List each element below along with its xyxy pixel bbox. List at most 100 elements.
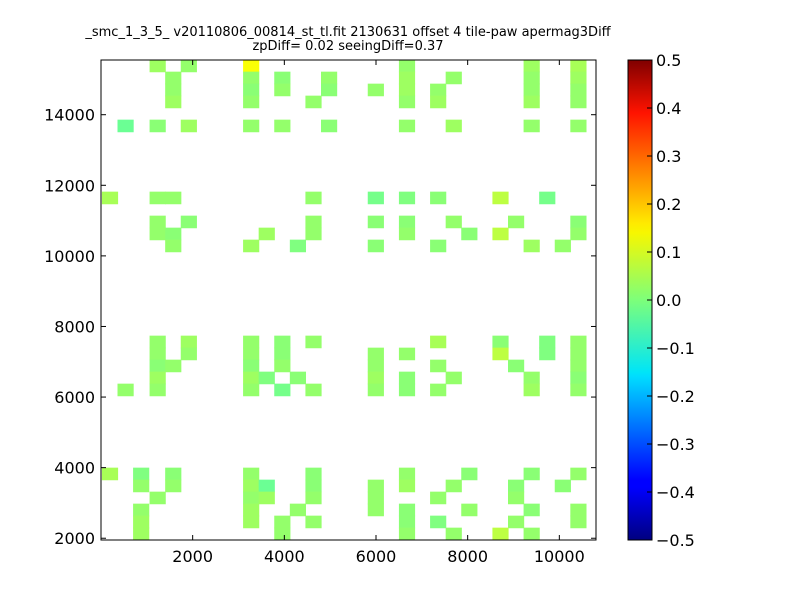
heatmap-cell	[398, 60, 416, 73]
heatmap-cell	[305, 515, 322, 529]
heatmap-cell	[398, 215, 416, 229]
heatmap-cell	[508, 479, 525, 493]
x-tick-label: 8000	[447, 547, 488, 566]
y-tick-label: 4000	[54, 459, 95, 478]
heatmap-cell	[258, 371, 275, 385]
heatmap-cell	[445, 215, 462, 229]
heatmap-cell	[523, 119, 540, 133]
heatmap-cell	[570, 347, 587, 361]
heatmap-cell	[243, 479, 260, 493]
colorbar-tick-label: −0.4	[656, 483, 695, 502]
heatmap-cell	[430, 515, 447, 529]
plot-frame	[100, 59, 597, 541]
heatmap-cell	[523, 71, 540, 85]
heatmap-cell	[149, 335, 166, 349]
heatmap-cell	[165, 227, 182, 241]
heatmap-cell	[305, 191, 322, 205]
heatmap-cell	[430, 359, 447, 373]
heatmap-cell	[398, 95, 416, 109]
heatmap-cell	[461, 227, 478, 241]
heatmap-cell	[539, 191, 556, 205]
colorbar-tick-label: 0.3	[656, 147, 681, 166]
heatmap-cell	[165, 479, 182, 493]
heatmap-cell	[492, 347, 509, 361]
colorbar-tick-label: −0.5	[656, 531, 695, 550]
heatmap-cell	[321, 83, 338, 97]
chart-title-line-1: _smc_1_3_5_ v20110806_00814_st_tl.fit 21…	[85, 25, 611, 40]
heatmap-cell	[445, 119, 462, 133]
heatmap-cell	[149, 119, 166, 133]
heatmap-cell	[305, 335, 322, 349]
heatmap-cell	[539, 335, 556, 349]
heatmap-cell	[523, 467, 540, 481]
heatmap-cell	[492, 527, 509, 540]
x-tick-label: 10000	[534, 547, 585, 566]
heatmap-cell	[274, 119, 291, 133]
chart-title: _smc_1_3_5_ v20110806_00814_st_tl.fit 21…	[0, 26, 696, 54]
heatmap-cell	[274, 71, 291, 85]
heatmap-cell	[398, 467, 416, 481]
heatmap-cells	[101, 60, 587, 540]
heatmap-cell	[305, 95, 322, 109]
heatmap-cell	[243, 347, 260, 361]
heatmap-cell	[523, 527, 540, 540]
heatmap-cell	[570, 83, 587, 97]
heatmap-cell	[523, 239, 540, 253]
heatmap-cell	[570, 95, 587, 109]
heatmap-cell	[149, 347, 166, 361]
colorbar-tick-label: 0.4	[656, 99, 681, 118]
heatmap-cell	[243, 359, 260, 373]
heatmap-cell	[367, 239, 384, 253]
heatmap-cell	[243, 335, 260, 349]
heatmap-cell	[243, 60, 260, 73]
heatmap-cell	[258, 491, 275, 505]
heatmap-cell	[367, 479, 384, 493]
heatmap-cell	[305, 491, 322, 505]
heatmap-cell	[398, 347, 416, 361]
heatmap-cell	[508, 359, 525, 373]
heatmap-cell	[305, 215, 322, 229]
heatmap-cell	[165, 359, 182, 373]
colorbar-tick-label: −0.2	[656, 387, 695, 406]
x-tick-label: 4000	[264, 547, 305, 566]
heatmap-cell	[165, 191, 182, 205]
heatmap-cell	[305, 467, 322, 481]
heatmap-cell	[101, 467, 119, 481]
heatmap-cell	[274, 335, 291, 349]
heatmap-cell	[570, 335, 587, 349]
heatmap-cell	[243, 83, 260, 97]
heatmap-cell	[243, 467, 260, 481]
heatmap-cell	[321, 119, 338, 133]
heatmap-cell	[570, 503, 587, 517]
heatmap-cell	[398, 83, 416, 97]
heatmap-cell	[492, 191, 509, 205]
heatmap-cell	[398, 527, 416, 540]
heatmap-cell	[289, 503, 307, 517]
colorbar-tick-label: 0.0	[656, 291, 681, 310]
heatmap-cell	[243, 95, 260, 109]
x-tick-label: 2000	[172, 547, 213, 566]
heatmap-cell	[133, 527, 150, 540]
heatmap-cell	[570, 71, 587, 85]
y-tick-label: 2000	[54, 529, 95, 548]
heatmap-cell	[165, 467, 182, 481]
heatmap-cell	[554, 239, 571, 253]
heatmap-cell	[274, 359, 291, 373]
heatmap-cell	[101, 191, 119, 205]
heatmap-cell	[180, 119, 197, 133]
heatmap-cell	[289, 371, 307, 385]
heatmap-cell	[570, 215, 587, 229]
heatmap-cell	[258, 227, 275, 241]
heatmap-cell	[149, 191, 166, 205]
heatmap-cell	[367, 83, 384, 97]
heatmap-cell	[165, 83, 182, 97]
heatmap-cell	[430, 83, 447, 97]
heatmap-cell	[274, 347, 291, 361]
heatmap-cell	[398, 383, 416, 397]
y-tick-label: 10000	[44, 247, 95, 266]
heatmap-cell	[274, 383, 291, 397]
heatmap-cell	[367, 491, 384, 505]
heatmap-cell	[430, 191, 447, 205]
heatmap-cell	[133, 503, 150, 517]
